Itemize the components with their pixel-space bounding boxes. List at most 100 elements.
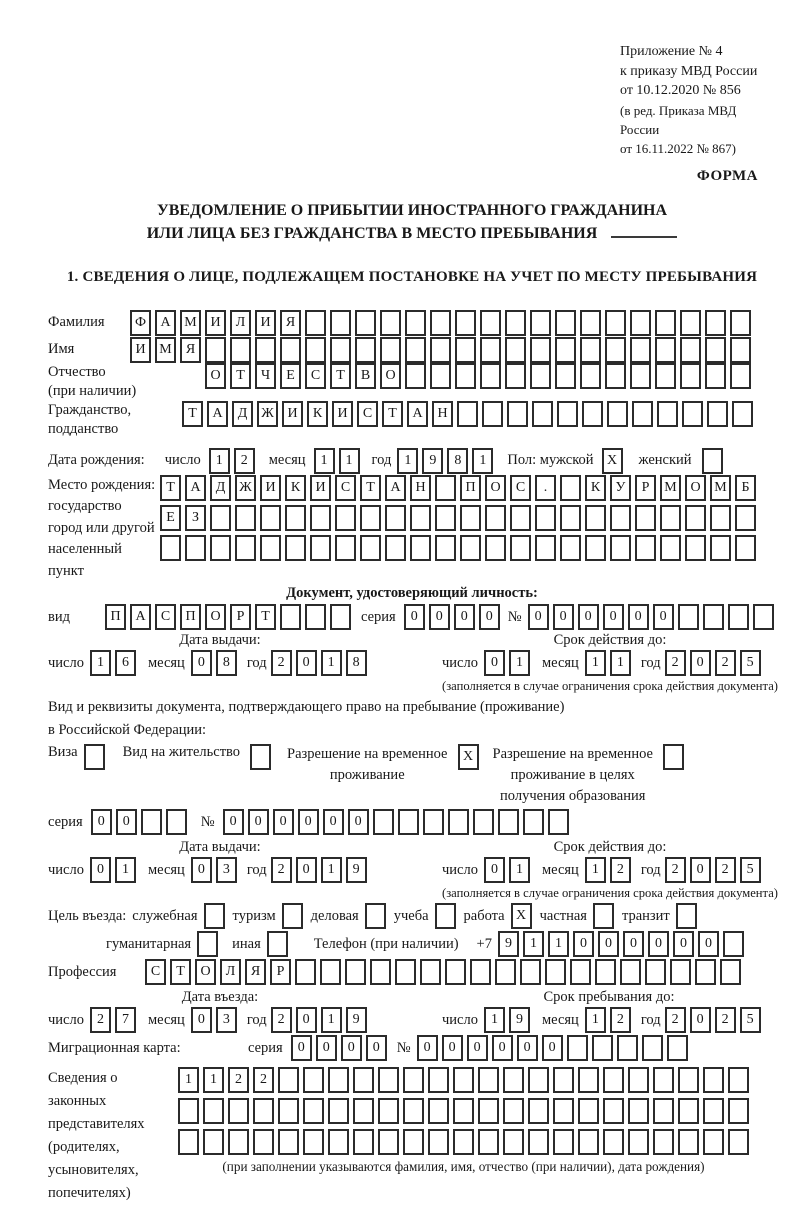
cell[interactable] — [460, 534, 481, 561]
cell[interactable]: 0 — [516, 1035, 538, 1061]
cell[interactable] — [482, 400, 503, 427]
cell[interactable] — [680, 336, 701, 363]
cell[interactable]: Т — [160, 474, 181, 501]
cell[interactable]: 1 — [472, 447, 494, 474]
cell[interactable] — [685, 534, 706, 561]
cell[interactable]: 0 — [295, 1007, 317, 1033]
cell[interactable]: Р — [635, 474, 656, 501]
cell[interactable]: М — [710, 474, 731, 501]
cell[interactable]: X — [510, 903, 532, 929]
cell[interactable] — [428, 1067, 449, 1093]
cell[interactable] — [210, 534, 231, 561]
cell[interactable]: Ф — [130, 309, 151, 336]
cell[interactable] — [582, 400, 603, 427]
cell[interactable] — [560, 474, 581, 501]
birthplace-row3-cells[interactable] — [160, 534, 756, 561]
cell[interactable] — [328, 1098, 349, 1124]
cell[interactable] — [732, 400, 753, 427]
cell[interactable]: Т — [330, 362, 351, 389]
cell[interactable] — [353, 1129, 374, 1155]
cell[interactable] — [655, 336, 676, 363]
cell[interactable] — [510, 534, 531, 561]
cell[interactable] — [160, 534, 181, 561]
cell[interactable] — [355, 309, 376, 336]
cell[interactable] — [403, 1067, 424, 1093]
cell[interactable] — [478, 1098, 499, 1124]
cell[interactable] — [435, 534, 456, 561]
cell[interactable] — [530, 336, 551, 363]
cell[interactable] — [295, 959, 316, 985]
cell[interactable]: 0 — [647, 931, 669, 957]
cell[interactable]: 0 — [572, 931, 594, 957]
cell[interactable] — [703, 1098, 724, 1124]
cell[interactable] — [420, 959, 441, 985]
cell[interactable] — [480, 309, 501, 336]
cell[interactable] — [730, 336, 751, 363]
cell[interactable]: 1 — [483, 1007, 505, 1033]
cell[interactable]: Д — [210, 474, 231, 501]
cell[interactable] — [655, 362, 676, 389]
cell[interactable]: И — [130, 336, 151, 363]
cell[interactable] — [385, 504, 406, 531]
legal-row3-cells[interactable] — [178, 1129, 749, 1155]
cell[interactable]: Ж — [257, 400, 278, 427]
cell[interactable]: 8 — [447, 447, 469, 474]
cell[interactable]: Т — [182, 400, 203, 427]
cell[interactable]: Т — [360, 474, 381, 501]
cell[interactable]: Р — [230, 604, 251, 630]
cell[interactable]: 0 — [689, 1007, 711, 1033]
cell[interactable]: 0 — [340, 1035, 362, 1061]
cell[interactable] — [735, 504, 756, 531]
cell[interactable] — [305, 309, 326, 336]
cell[interactable] — [260, 504, 281, 531]
cell[interactable]: 9 — [345, 1007, 367, 1033]
cell[interactable] — [460, 504, 481, 531]
cell[interactable] — [197, 931, 219, 957]
cell[interactable] — [680, 362, 701, 389]
cell[interactable] — [645, 959, 666, 985]
cell[interactable] — [703, 1129, 724, 1155]
cell[interactable] — [328, 1067, 349, 1093]
cell[interactable] — [685, 504, 706, 531]
cell[interactable] — [378, 1098, 399, 1124]
cell[interactable] — [678, 1129, 699, 1155]
cell[interactable]: 1 — [89, 650, 111, 676]
cell[interactable]: 0 — [222, 809, 244, 835]
cell[interactable]: 1 — [584, 1007, 606, 1033]
cell[interactable] — [535, 534, 556, 561]
cell[interactable] — [447, 809, 469, 835]
cell[interactable] — [405, 336, 426, 363]
cell[interactable] — [445, 959, 466, 985]
cell[interactable]: С — [305, 362, 326, 389]
cell[interactable]: 1 — [208, 447, 230, 474]
cell[interactable] — [555, 309, 576, 336]
cell[interactable]: 3 — [215, 857, 237, 883]
cell[interactable] — [560, 504, 581, 531]
cell[interactable]: 0 — [89, 857, 111, 883]
cell[interactable] — [278, 1129, 299, 1155]
cell[interactable] — [372, 809, 394, 835]
cell[interactable]: 9 — [345, 857, 367, 883]
cell[interactable] — [728, 1129, 749, 1155]
cell[interactable] — [730, 309, 751, 336]
cell[interactable] — [280, 604, 301, 630]
cell[interactable]: Л — [220, 959, 241, 985]
cell[interactable]: Т — [255, 604, 276, 630]
cell[interactable] — [603, 1098, 624, 1124]
cell[interactable] — [662, 744, 684, 770]
cell[interactable] — [285, 534, 306, 561]
cell[interactable] — [710, 534, 731, 561]
cell[interactable]: 2 — [714, 650, 736, 676]
cell[interactable]: Т — [382, 400, 403, 427]
cell[interactable] — [705, 362, 726, 389]
